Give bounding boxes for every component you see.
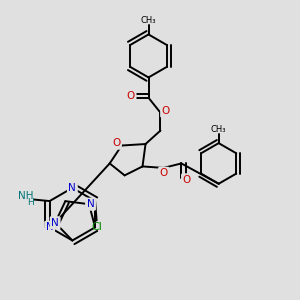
Text: CH₃: CH₃ (141, 16, 156, 25)
Text: O: O (162, 106, 170, 116)
Text: Cl: Cl (91, 222, 102, 232)
Text: NH: NH (18, 191, 34, 201)
Text: N: N (87, 199, 94, 209)
Text: O: O (160, 168, 168, 178)
Text: N: N (46, 222, 53, 232)
Text: O: O (183, 175, 191, 185)
Text: CH₃: CH₃ (211, 125, 226, 134)
Text: O: O (127, 91, 135, 101)
Text: H: H (27, 198, 34, 207)
Text: O: O (112, 138, 120, 148)
Text: N: N (68, 183, 76, 193)
Text: N: N (51, 218, 59, 228)
